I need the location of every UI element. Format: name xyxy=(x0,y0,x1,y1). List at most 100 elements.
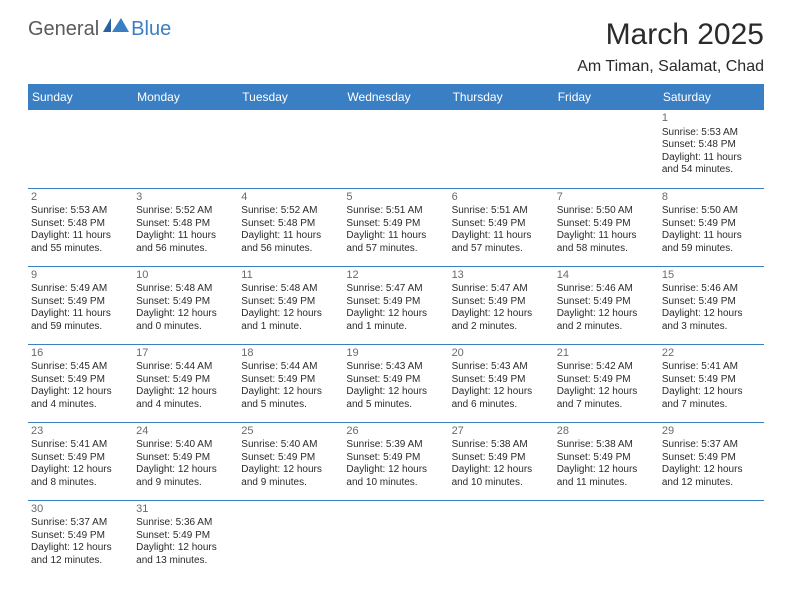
daylight-text: Daylight: 12 hours and 6 minutes. xyxy=(452,386,551,411)
calendar-cell xyxy=(238,500,343,578)
calendar-cell xyxy=(343,500,448,578)
location-text: Am Timan, Salamat, Chad xyxy=(577,58,764,76)
calendar-cell: 30Sunrise: 5:37 AMSunset: 5:49 PMDayligh… xyxy=(28,500,133,578)
daylight-text: Daylight: 12 hours and 4 minutes. xyxy=(31,386,130,411)
sunset-text: Sunset: 5:49 PM xyxy=(241,296,340,309)
sunrise-text: Sunrise: 5:37 AM xyxy=(31,517,130,530)
sunrise-text: Sunrise: 5:40 AM xyxy=(136,439,235,452)
sunset-text: Sunset: 5:49 PM xyxy=(557,218,656,231)
daylight-text: Daylight: 11 hours and 59 minutes. xyxy=(31,308,130,333)
weekday-header: Monday xyxy=(133,84,238,110)
calendar-cell: 26Sunrise: 5:39 AMSunset: 5:49 PMDayligh… xyxy=(343,422,448,500)
sunset-text: Sunset: 5:49 PM xyxy=(136,374,235,387)
day-number: 27 xyxy=(452,425,551,439)
day-number: 19 xyxy=(346,347,445,361)
daylight-text: Daylight: 12 hours and 10 minutes. xyxy=(346,464,445,489)
sunset-text: Sunset: 5:49 PM xyxy=(31,452,130,465)
sunset-text: Sunset: 5:48 PM xyxy=(662,139,761,152)
day-number: 11 xyxy=(241,269,340,283)
sunrise-text: Sunrise: 5:38 AM xyxy=(452,439,551,452)
calendar-cell: 25Sunrise: 5:40 AMSunset: 5:49 PMDayligh… xyxy=(238,422,343,500)
calendar-cell: 29Sunrise: 5:37 AMSunset: 5:49 PMDayligh… xyxy=(659,422,764,500)
calendar-cell: 7Sunrise: 5:50 AMSunset: 5:49 PMDaylight… xyxy=(554,188,659,266)
sunset-text: Sunset: 5:49 PM xyxy=(31,530,130,543)
calendar-cell: 20Sunrise: 5:43 AMSunset: 5:49 PMDayligh… xyxy=(449,344,554,422)
daylight-text: Daylight: 12 hours and 10 minutes. xyxy=(452,464,551,489)
day-number: 29 xyxy=(662,425,761,439)
daylight-text: Daylight: 12 hours and 4 minutes. xyxy=(136,386,235,411)
calendar: SundayMondayTuesdayWednesdayThursdayFrid… xyxy=(0,84,792,578)
day-number: 23 xyxy=(31,425,130,439)
sunrise-text: Sunrise: 5:36 AM xyxy=(136,517,235,530)
day-number: 13 xyxy=(452,269,551,283)
day-number: 16 xyxy=(31,347,130,361)
sunrise-text: Sunrise: 5:48 AM xyxy=(136,283,235,296)
sunrise-text: Sunrise: 5:48 AM xyxy=(241,283,340,296)
calendar-cell: 9Sunrise: 5:49 AMSunset: 5:49 PMDaylight… xyxy=(28,266,133,344)
calendar-cell: 1Sunrise: 5:53 AMSunset: 5:48 PMDaylight… xyxy=(659,110,764,188)
daylight-text: Daylight: 11 hours and 57 minutes. xyxy=(452,230,551,255)
sunrise-text: Sunrise: 5:44 AM xyxy=(136,361,235,374)
day-number: 6 xyxy=(452,191,551,205)
sunrise-text: Sunrise: 5:52 AM xyxy=(241,205,340,218)
daylight-text: Daylight: 12 hours and 13 minutes. xyxy=(136,542,235,567)
logo: General Blue xyxy=(28,18,171,41)
daylight-text: Daylight: 11 hours and 54 minutes. xyxy=(662,152,761,177)
daylight-text: Daylight: 12 hours and 12 minutes. xyxy=(662,464,761,489)
calendar-cell: 21Sunrise: 5:42 AMSunset: 5:49 PMDayligh… xyxy=(554,344,659,422)
calendar-cell: 31Sunrise: 5:36 AMSunset: 5:49 PMDayligh… xyxy=(133,500,238,578)
daylight-text: Daylight: 11 hours and 58 minutes. xyxy=(557,230,656,255)
daylight-text: Daylight: 12 hours and 5 minutes. xyxy=(241,386,340,411)
sunset-text: Sunset: 5:49 PM xyxy=(136,530,235,543)
calendar-cell xyxy=(554,110,659,188)
calendar-cell xyxy=(554,500,659,578)
sunrise-text: Sunrise: 5:45 AM xyxy=(31,361,130,374)
sunset-text: Sunset: 5:49 PM xyxy=(662,296,761,309)
calendar-cell: 2Sunrise: 5:53 AMSunset: 5:48 PMDaylight… xyxy=(28,188,133,266)
flag-icon xyxy=(103,18,129,41)
daylight-text: Daylight: 12 hours and 1 minute. xyxy=(241,308,340,333)
calendar-cell: 12Sunrise: 5:47 AMSunset: 5:49 PMDayligh… xyxy=(343,266,448,344)
day-number: 2 xyxy=(31,191,130,205)
calendar-week-row: 1Sunrise: 5:53 AMSunset: 5:48 PMDaylight… xyxy=(28,110,764,188)
calendar-cell: 8Sunrise: 5:50 AMSunset: 5:49 PMDaylight… xyxy=(659,188,764,266)
calendar-cell xyxy=(449,500,554,578)
sunset-text: Sunset: 5:48 PM xyxy=(136,218,235,231)
day-number: 12 xyxy=(346,269,445,283)
calendar-cell: 17Sunrise: 5:44 AMSunset: 5:49 PMDayligh… xyxy=(133,344,238,422)
calendar-cell: 23Sunrise: 5:41 AMSunset: 5:49 PMDayligh… xyxy=(28,422,133,500)
calendar-cell: 14Sunrise: 5:46 AMSunset: 5:49 PMDayligh… xyxy=(554,266,659,344)
sunset-text: Sunset: 5:49 PM xyxy=(557,374,656,387)
daylight-text: Daylight: 11 hours and 57 minutes. xyxy=(346,230,445,255)
day-number: 1 xyxy=(662,112,761,126)
weekday-header: Sunday xyxy=(28,84,133,110)
sunrise-text: Sunrise: 5:43 AM xyxy=(346,361,445,374)
calendar-cell xyxy=(133,110,238,188)
daylight-text: Daylight: 12 hours and 9 minutes. xyxy=(241,464,340,489)
day-number: 7 xyxy=(557,191,656,205)
sunrise-text: Sunrise: 5:47 AM xyxy=(346,283,445,296)
sunset-text: Sunset: 5:49 PM xyxy=(136,296,235,309)
calendar-week-row: 16Sunrise: 5:45 AMSunset: 5:49 PMDayligh… xyxy=(28,344,764,422)
day-number: 21 xyxy=(557,347,656,361)
calendar-cell xyxy=(659,500,764,578)
header: General Blue March 2025 Am Timan, Salama… xyxy=(0,0,792,84)
calendar-cell: 28Sunrise: 5:38 AMSunset: 5:49 PMDayligh… xyxy=(554,422,659,500)
calendar-cell xyxy=(28,110,133,188)
sunset-text: Sunset: 5:49 PM xyxy=(31,296,130,309)
sunset-text: Sunset: 5:49 PM xyxy=(662,374,761,387)
calendar-cell: 4Sunrise: 5:52 AMSunset: 5:48 PMDaylight… xyxy=(238,188,343,266)
sunset-text: Sunset: 5:49 PM xyxy=(346,218,445,231)
day-number: 26 xyxy=(346,425,445,439)
day-number: 5 xyxy=(346,191,445,205)
sunrise-text: Sunrise: 5:53 AM xyxy=(31,205,130,218)
sunrise-text: Sunrise: 5:47 AM xyxy=(452,283,551,296)
calendar-cell: 10Sunrise: 5:48 AMSunset: 5:49 PMDayligh… xyxy=(133,266,238,344)
daylight-text: Daylight: 11 hours and 56 minutes. xyxy=(136,230,235,255)
sunrise-text: Sunrise: 5:49 AM xyxy=(31,283,130,296)
day-number: 3 xyxy=(136,191,235,205)
logo-text-general: General xyxy=(28,18,99,41)
sunrise-text: Sunrise: 5:42 AM xyxy=(557,361,656,374)
calendar-week-row: 2Sunrise: 5:53 AMSunset: 5:48 PMDaylight… xyxy=(28,188,764,266)
page-title: March 2025 xyxy=(577,18,764,52)
